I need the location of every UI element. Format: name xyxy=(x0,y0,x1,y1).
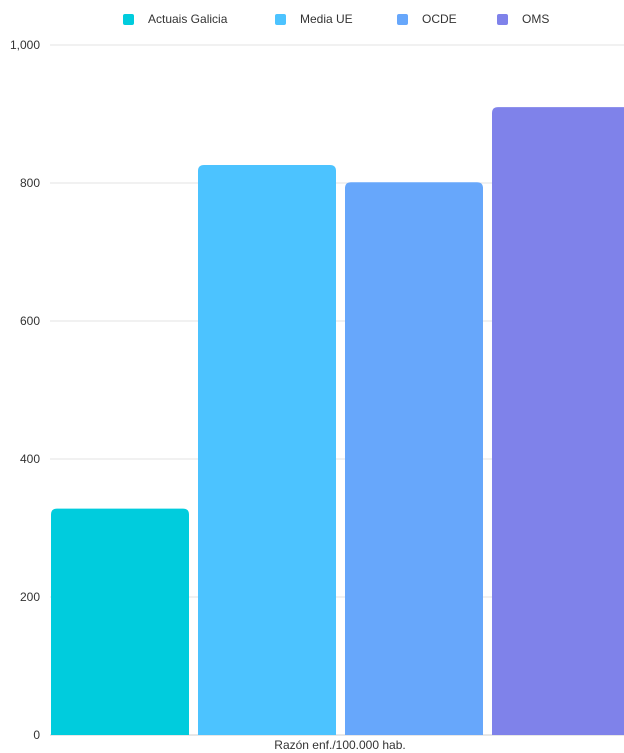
legend-label: OCDE xyxy=(422,12,457,26)
y-tick-label: 0 xyxy=(33,728,40,742)
legend-label: OMS xyxy=(522,12,550,26)
bar-actuais-galicia xyxy=(51,508,189,735)
y-axis-ticks: 0 200 400 600 800 1,000 xyxy=(10,38,40,742)
x-axis-label: Razón enf./100.000 hab. xyxy=(274,738,405,752)
bar-ocde xyxy=(345,182,483,735)
chart-legend: Actuais Galicia Media UE OCDE OMS xyxy=(0,12,624,30)
legend-swatch xyxy=(275,13,286,25)
bars xyxy=(51,107,624,735)
legend-item-ocde: OCDE xyxy=(397,12,457,26)
bar-media-ue xyxy=(198,165,336,735)
y-tick-label: 200 xyxy=(20,590,40,604)
legend-item-oms: OMS xyxy=(497,12,549,26)
legend-swatch xyxy=(397,13,408,25)
y-tick-label: 600 xyxy=(20,314,40,328)
legend-item-media-ue: Media UE xyxy=(275,12,353,26)
y-tick-label: 400 xyxy=(20,452,40,466)
y-tick-label: 800 xyxy=(20,176,40,190)
legend-label: Media UE xyxy=(300,12,353,26)
legend-swatch xyxy=(123,13,134,25)
bar-oms xyxy=(492,107,624,735)
legend-label: Actuais Galicia xyxy=(148,12,228,26)
legend-item-actuais-galicia: Actuais Galicia xyxy=(123,12,227,26)
legend-swatch xyxy=(497,13,508,25)
y-tick-label: 1,000 xyxy=(10,38,40,52)
